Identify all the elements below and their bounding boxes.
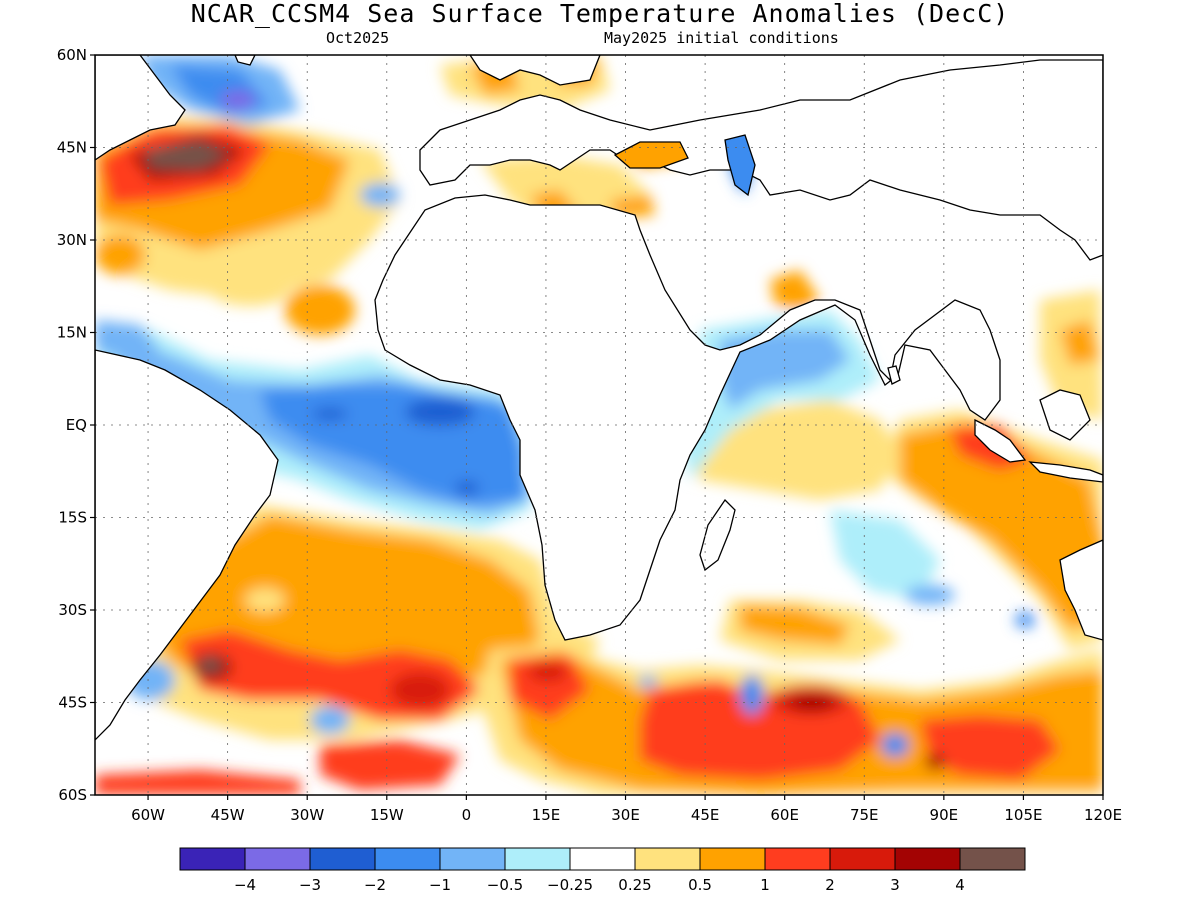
- lon-tick-label: 75E: [850, 806, 879, 824]
- lon-tick-label: 60E: [770, 806, 799, 824]
- colorbar-label: −3: [299, 876, 321, 894]
- colorbar-swatch: [829, 847, 896, 871]
- latitude-axis: 60N 45N 30N 15N EQ 15S 30S 45S 60S: [57, 46, 95, 804]
- valid-month-label: Oct2025: [326, 29, 390, 47]
- colorbar-label: 2: [825, 876, 835, 894]
- colorbar-swatch: [244, 847, 311, 871]
- colorbar-swatch: [439, 847, 506, 871]
- lon-tick-label: 30W: [290, 806, 324, 824]
- lat-tick-label: 45S: [58, 694, 87, 712]
- lon-tick-label: 105E: [1004, 806, 1042, 824]
- colorbar-swatch: [894, 847, 961, 871]
- lon-tick-label: 45W: [211, 806, 245, 824]
- lat-tick-label: 60S: [58, 786, 87, 804]
- map-title: NCAR_CCSM4 Sea Surface Temperature Anoma…: [190, 0, 1010, 28]
- map-gridlines: [95, 55, 1103, 795]
- lat-tick-label: 45N: [57, 139, 87, 157]
- lon-tick-label: 0: [462, 806, 472, 824]
- lat-tick-label: 15S: [58, 509, 87, 527]
- colorbar-label: 0.25: [618, 876, 651, 894]
- lon-tick-label: 45E: [691, 806, 720, 824]
- lon-tick-label: 90E: [930, 806, 959, 824]
- colorbar-label: −1: [429, 876, 451, 894]
- lon-tick-label: 15W: [370, 806, 404, 824]
- lon-tick-label: 15E: [532, 806, 561, 824]
- colorbar-swatch: [309, 847, 376, 871]
- colorbar-label: −4: [234, 876, 256, 894]
- colorbar-label: 3: [890, 876, 900, 894]
- colorbar-label: 0.5: [688, 876, 712, 894]
- lat-tick-label: 15N: [57, 324, 87, 342]
- colorbar-label: −0.25: [547, 876, 593, 894]
- colorbar-swatch: [764, 847, 831, 871]
- colorbar-swatch: [374, 847, 441, 871]
- colorbar-swatch: [634, 847, 701, 871]
- lon-tick-label: 30E: [611, 806, 640, 824]
- colorbar-swatch: [179, 847, 246, 871]
- init-conditions-label: May2025 initial conditions: [604, 29, 839, 47]
- colorbar-swatch: [504, 847, 571, 871]
- lat-tick-label: EQ: [66, 416, 87, 434]
- lon-tick-label: 60W: [131, 806, 165, 824]
- lat-tick-label: 60N: [57, 46, 87, 64]
- lat-tick-label: 30N: [57, 231, 87, 249]
- colorbar-label: 4: [955, 876, 965, 894]
- colorbar-swatch: [699, 847, 766, 871]
- colorbar-swatch: [959, 847, 1026, 871]
- colorbar-label: −0.5: [487, 876, 523, 894]
- lon-tick-label: 120E: [1084, 806, 1122, 824]
- longitude-axis: 60W 45W 30W 15W 0 15E 30E 45E 60E 75E 90E 105E 120E: [131, 795, 1122, 824]
- colorbar-swatch: [569, 847, 636, 871]
- colorbar: −4 −3 −2 −1 −0.5 −0.25 0.25 0.5 1 2 3 4: [179, 847, 1026, 894]
- colorbar-label: 1: [760, 876, 770, 894]
- lat-tick-label: 30S: [58, 601, 87, 619]
- colorbar-label: −2: [364, 876, 386, 894]
